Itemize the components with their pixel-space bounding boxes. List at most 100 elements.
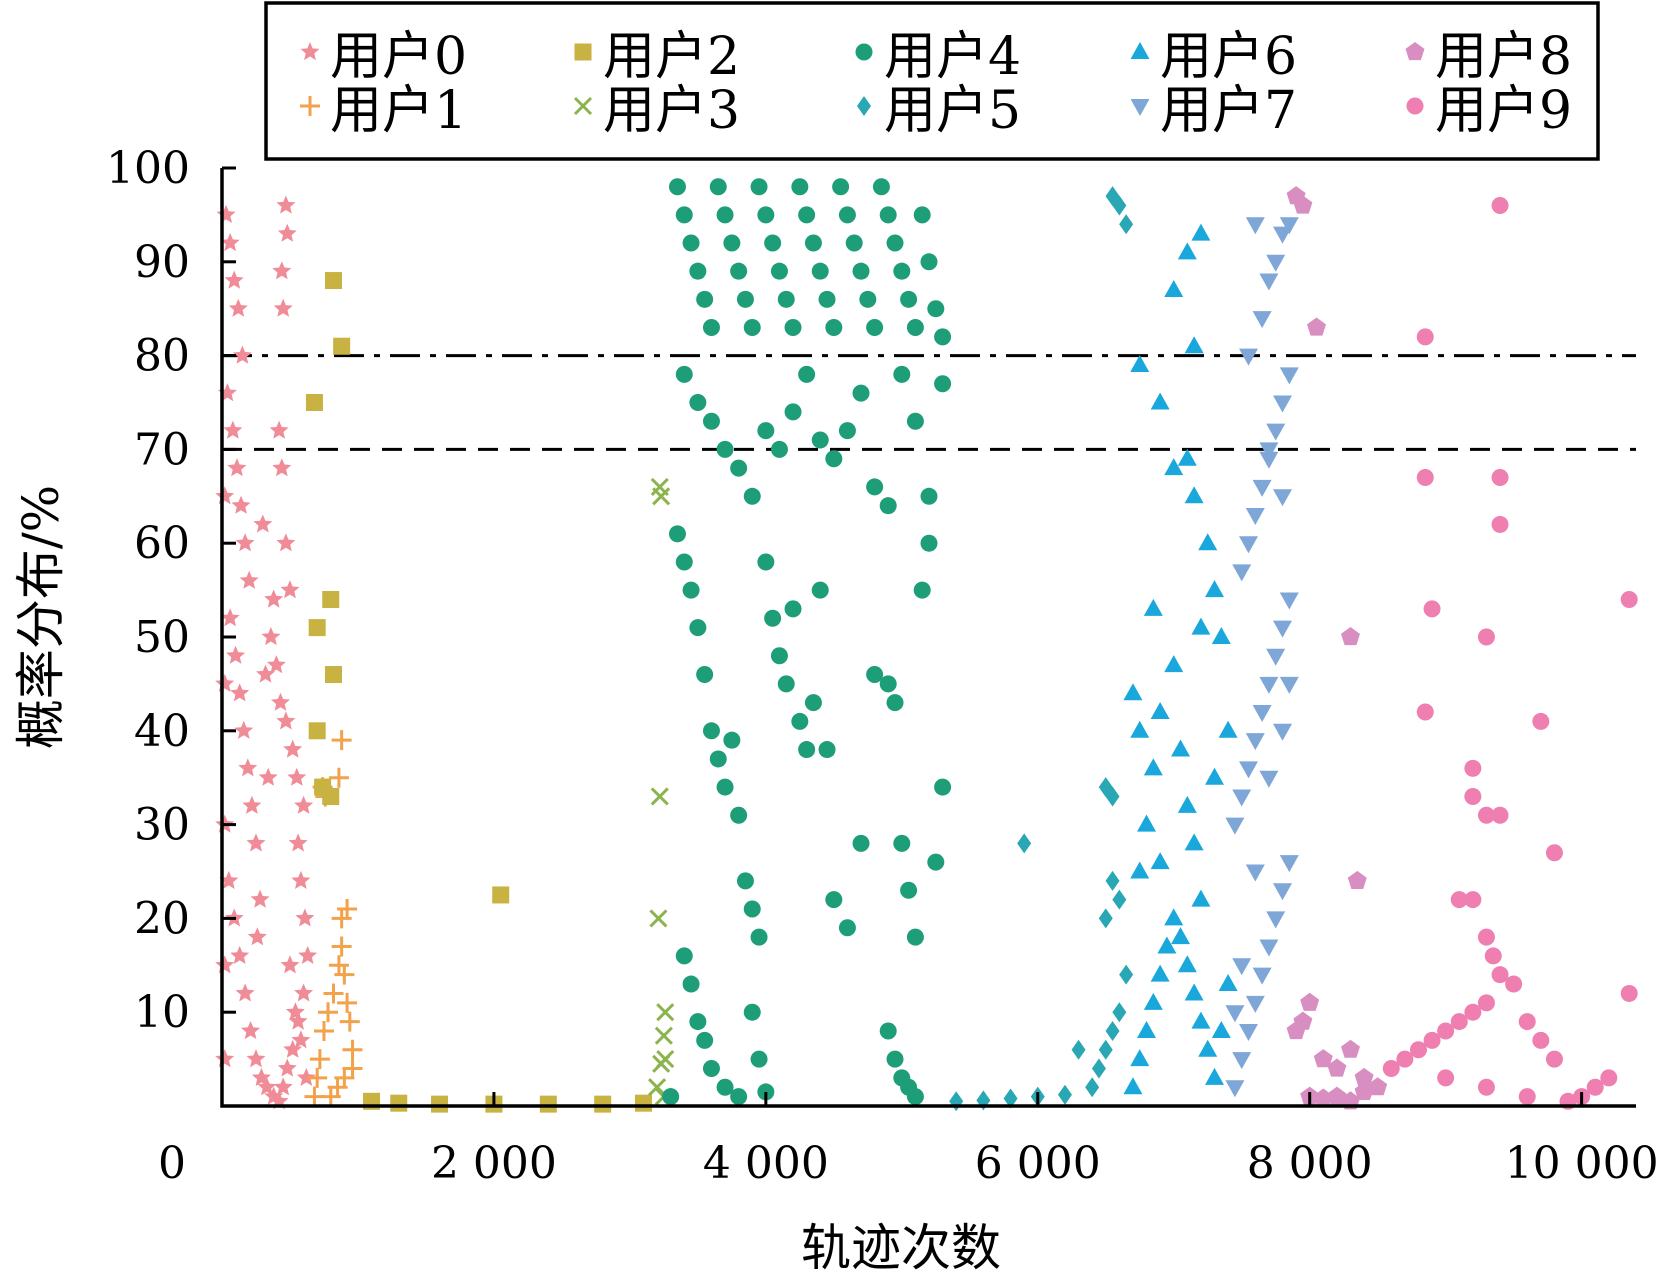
data-point (231, 495, 251, 514)
data-point (852, 834, 870, 852)
data-point (1105, 786, 1120, 807)
data-point (689, 394, 707, 411)
data-point (539, 1095, 557, 1113)
data-point (246, 1049, 266, 1068)
data-point (634, 1094, 652, 1112)
data-point (1177, 795, 1197, 813)
data-point (1112, 195, 1127, 216)
legend-marker (1406, 97, 1424, 115)
data-point (1416, 328, 1434, 346)
data-point (215, 1049, 235, 1068)
data-point (230, 945, 250, 964)
data-point (1259, 451, 1279, 469)
data-point (337, 899, 358, 920)
data-point (1307, 317, 1326, 336)
data-point (277, 1058, 297, 1077)
legend-marker (574, 43, 592, 61)
data-point (716, 1078, 734, 1096)
axes: 10 20 30 40 50 60 70 80 90 100 0 2 000 4 000 6 000 8 0… (106, 143, 1659, 1189)
data-point (1150, 702, 1170, 720)
data-point (1259, 939, 1279, 957)
data-point (235, 983, 255, 1002)
data-point (1273, 226, 1292, 244)
data-point (1279, 367, 1299, 385)
data-point (682, 581, 700, 599)
data-point (784, 318, 802, 336)
data-point (217, 383, 237, 402)
data-point (264, 1086, 284, 1105)
data-point (730, 806, 748, 824)
data-point (226, 645, 246, 664)
data-point (811, 581, 829, 599)
data-point (1171, 739, 1191, 757)
legend-marker (1130, 42, 1150, 59)
data-point (818, 741, 836, 759)
data-point (1112, 889, 1127, 910)
data-point (1259, 770, 1279, 788)
data-point (750, 1050, 768, 1068)
data-point (1177, 448, 1197, 466)
data-point (1225, 1005, 1245, 1023)
data-point (1491, 515, 1509, 533)
legend-marker (300, 42, 320, 61)
data-point (913, 206, 931, 224)
data-point (219, 870, 239, 889)
data-point (285, 1002, 305, 1021)
data-point (215, 673, 235, 692)
legend-label: 用户8 (1435, 27, 1572, 87)
series-1 (304, 730, 363, 1107)
data-point (811, 431, 829, 449)
data-point (283, 1039, 303, 1058)
data-point (1368, 1077, 1388, 1096)
data-point (934, 778, 952, 796)
data-point (1464, 787, 1482, 805)
data-point (342, 1039, 363, 1060)
legend-label: 用户4 (884, 27, 1021, 87)
data-point (1252, 479, 1272, 497)
data-point (1164, 655, 1184, 673)
data-point (770, 647, 788, 665)
legend-label: 用户2 (603, 27, 740, 87)
data-point (1545, 844, 1563, 862)
data-point (879, 675, 897, 693)
legend-label: 用户6 (1160, 27, 1297, 87)
data-point (283, 739, 303, 758)
data-point (280, 580, 300, 599)
data-point (1130, 354, 1150, 372)
data-point (791, 178, 809, 196)
data-point (1464, 1003, 1482, 1021)
data-point (241, 1021, 261, 1040)
data-point (893, 365, 911, 383)
data-point (1164, 279, 1184, 297)
data-point (291, 1030, 311, 1049)
data-point (276, 533, 296, 552)
data-point (431, 1095, 449, 1113)
data-point (280, 955, 300, 974)
data-point (288, 1011, 308, 1030)
data-point (1112, 1002, 1127, 1023)
data-point (1150, 964, 1170, 982)
data-point (295, 908, 315, 927)
data-point (872, 178, 890, 196)
data-point (1205, 767, 1225, 785)
data-point (927, 853, 945, 871)
data-point (1098, 908, 1113, 929)
data-point (1273, 883, 1292, 901)
y-tick-label: 50 (134, 612, 190, 663)
data-point (242, 795, 262, 814)
data-point (1252, 705, 1272, 723)
data-point (652, 1054, 671, 1073)
data-point (1313, 1049, 1333, 1068)
data-point (1266, 911, 1286, 929)
data-point (798, 741, 816, 759)
data-point (323, 983, 344, 1004)
legend-marker (1130, 99, 1150, 116)
data-point (1211, 627, 1231, 644)
data-point (1191, 1011, 1211, 1029)
y-tick-label: 30 (134, 800, 190, 851)
data-point (1437, 1069, 1455, 1087)
data-point (1423, 600, 1441, 618)
data-point (1003, 1088, 1018, 1109)
data-point (271, 692, 290, 711)
data-point (886, 1050, 904, 1068)
